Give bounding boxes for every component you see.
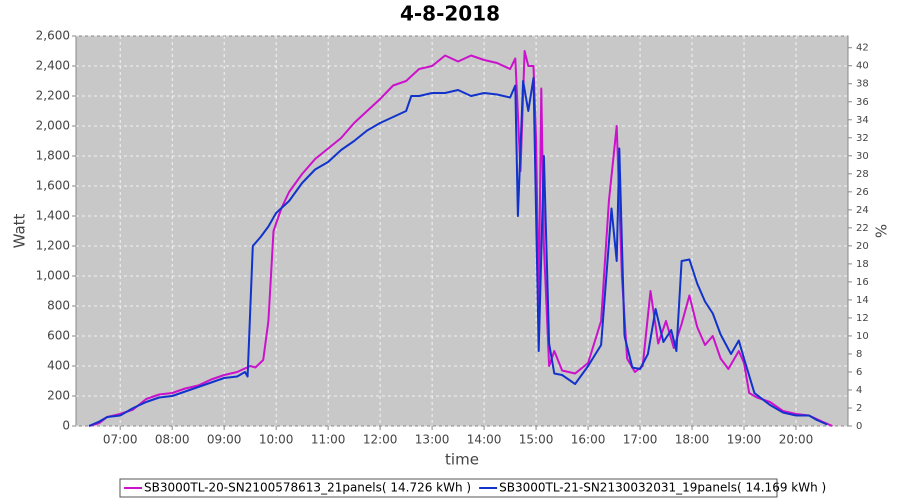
y-tick-label: 200 <box>47 389 70 403</box>
y-tick-label: 1,400 <box>36 209 70 223</box>
y2-tick-label: 20 <box>856 241 869 252</box>
y2-tick-label: 28 <box>856 169 869 180</box>
y2-tick-label: 22 <box>856 223 869 234</box>
y-axis-title: Watt <box>11 213 29 248</box>
y2-tick-label: 14 <box>856 295 869 306</box>
y2-tick-label: 16 <box>856 277 869 288</box>
x-tick-label: 19:00 <box>727 433 762 447</box>
x-tick-label: 17:00 <box>623 433 658 447</box>
x-tick-label: 11:00 <box>311 433 346 447</box>
y-tick-label: 1,600 <box>36 179 70 193</box>
y2-tick-label: 24 <box>856 205 869 216</box>
y-tick-label: 2,600 <box>36 29 70 43</box>
x-tick-label: 15:00 <box>519 433 554 447</box>
y2-tick-label: 6 <box>856 367 862 378</box>
y2-tick-label: 10 <box>856 331 869 342</box>
x-tick-label: 16:00 <box>571 433 606 447</box>
x-tick-label: 13:00 <box>415 433 450 447</box>
y2-tick-label: 18 <box>856 259 869 270</box>
chart-title: 4-8-2018 <box>400 2 500 26</box>
y2-tick-label: 8 <box>856 349 862 360</box>
y-tick-label: 1,000 <box>36 269 70 283</box>
x-tick-label: 14:00 <box>467 433 502 447</box>
x-tick-label: 12:00 <box>363 433 398 447</box>
y-tick-label: 800 <box>47 299 70 313</box>
series-line <box>88 50 833 427</box>
y-tick-label: 600 <box>47 329 70 343</box>
y2-axis-title: % <box>872 224 890 238</box>
legend-label: SB3000TL-20-SN2100578613_21panels( 14.72… <box>144 481 471 495</box>
y2-tick-label: 40 <box>856 61 869 72</box>
y2-tick-label: 30 <box>856 151 869 162</box>
y2-tick-label: 36 <box>856 97 869 108</box>
y2-tick-label: 34 <box>856 115 869 126</box>
x-tick-label: 10:00 <box>259 433 294 447</box>
y-tick-label: 1,800 <box>36 149 70 163</box>
y2-tick-label: 2 <box>856 403 862 414</box>
series-line <box>88 77 828 427</box>
y2-tick-label: 26 <box>856 187 869 198</box>
x-axis-title: time <box>445 451 479 469</box>
y2-tick-label: 32 <box>856 133 869 144</box>
x-tick-label: 08:00 <box>155 433 190 447</box>
x-tick-label: 09:00 <box>207 433 242 447</box>
y2-tick-label: 12 <box>856 313 869 324</box>
y-tick-label: 2,000 <box>36 119 70 133</box>
legend-box <box>119 478 778 498</box>
y-tick-label: 2,200 <box>36 89 70 103</box>
y2-tick-label: 4 <box>856 385 862 396</box>
legend: SB3000TL-20-SN2100578613_21panels( 14.72… <box>119 478 826 498</box>
x-tick-label: 20:00 <box>779 433 814 447</box>
y-tick-label: 1,200 <box>36 239 70 253</box>
x-tick-label: 07:00 <box>103 433 138 447</box>
x-tick-label: 18:00 <box>675 433 710 447</box>
y-tick-label: 400 <box>47 359 70 373</box>
y-tick-label: 0 <box>62 419 70 433</box>
y2-tick-label: 0 <box>856 421 862 432</box>
y-tick-label: 2,400 <box>36 59 70 73</box>
y2-tick-label: 38 <box>856 79 869 90</box>
y2-tick-label: 42 <box>856 43 869 54</box>
plot-area <box>75 35 849 427</box>
legend-label: SB3000TL-21-SN2130032031_19panels( 14.16… <box>499 481 826 495</box>
